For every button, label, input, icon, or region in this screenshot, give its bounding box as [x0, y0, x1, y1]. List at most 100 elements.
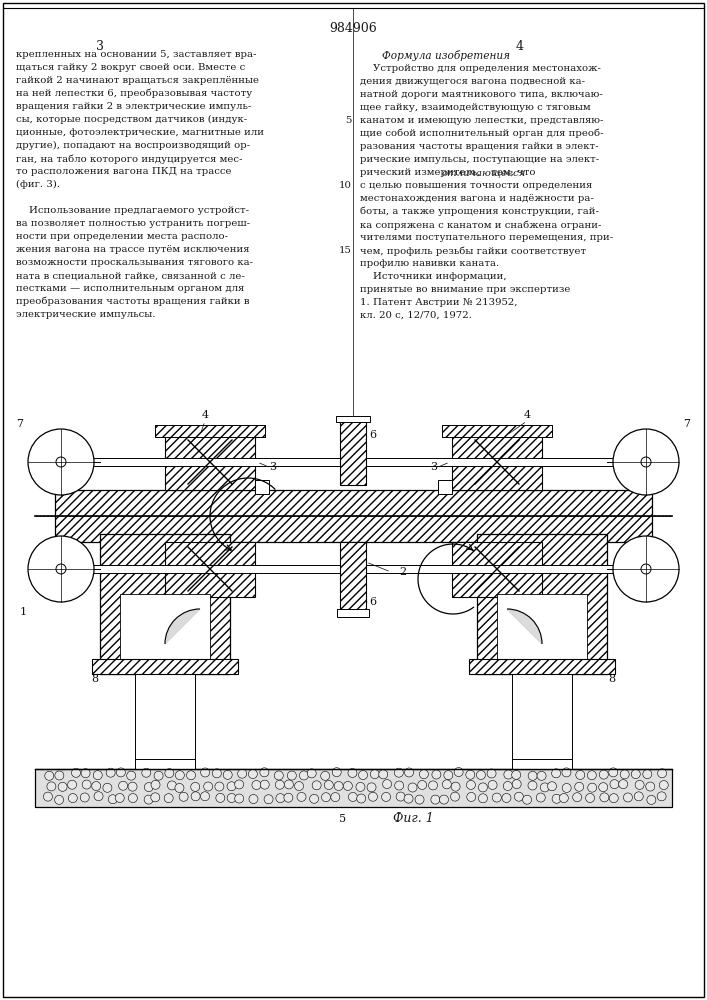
Bar — [452, 542, 542, 597]
Bar — [337, 609, 369, 617]
Text: 10: 10 — [339, 181, 352, 190]
Circle shape — [512, 780, 521, 789]
Circle shape — [370, 770, 379, 779]
Circle shape — [349, 792, 358, 801]
Text: на ней лепестки 6, преобразовывая частоту: на ней лепестки 6, преобразовывая частот… — [16, 89, 252, 99]
Circle shape — [487, 769, 496, 778]
Circle shape — [312, 781, 321, 790]
Text: (фиг. 3).: (фиг. 3). — [16, 180, 60, 189]
Circle shape — [191, 792, 200, 801]
Text: 6: 6 — [370, 597, 377, 607]
Circle shape — [432, 770, 441, 779]
Circle shape — [647, 795, 656, 804]
Circle shape — [609, 794, 619, 803]
Circle shape — [55, 771, 64, 780]
Circle shape — [175, 771, 185, 780]
Circle shape — [249, 795, 258, 804]
Text: боты, а также упрощения конструкции, гай-: боты, а также упрощения конструкции, гай… — [360, 207, 599, 217]
Text: 8: 8 — [609, 674, 616, 684]
Text: 6: 6 — [370, 430, 377, 440]
Text: гайкой 2 начинают вращаться закреплённые: гайкой 2 начинают вращаться закреплённые — [16, 76, 259, 85]
Circle shape — [179, 792, 188, 801]
Polygon shape — [165, 609, 200, 644]
Text: дения движущегося вагона подвесной ка-: дения движущегося вагона подвесной ка- — [360, 77, 585, 86]
Circle shape — [28, 429, 94, 495]
Circle shape — [94, 792, 103, 801]
Circle shape — [151, 780, 160, 789]
Circle shape — [600, 770, 608, 779]
Circle shape — [479, 794, 487, 803]
Circle shape — [408, 783, 417, 792]
Circle shape — [467, 792, 476, 801]
Circle shape — [450, 792, 460, 801]
Text: 5: 5 — [339, 814, 346, 824]
Circle shape — [235, 794, 244, 803]
Text: Источники информации,: Источники информации, — [360, 272, 507, 281]
Bar — [452, 435, 542, 490]
Circle shape — [331, 793, 340, 802]
Text: пестками — исполнительным органом для: пестками — исполнительным органом для — [16, 284, 244, 293]
Bar — [438, 480, 452, 494]
Circle shape — [609, 768, 618, 777]
Circle shape — [168, 781, 177, 790]
Circle shape — [645, 782, 655, 791]
Circle shape — [128, 782, 137, 791]
Bar — [442, 425, 552, 437]
Circle shape — [175, 783, 184, 792]
Circle shape — [287, 771, 296, 780]
Circle shape — [187, 771, 196, 780]
Circle shape — [368, 792, 378, 801]
Circle shape — [227, 793, 236, 802]
Text: 7: 7 — [16, 419, 23, 429]
Circle shape — [631, 770, 641, 779]
Circle shape — [81, 793, 89, 802]
Circle shape — [379, 770, 387, 779]
Circle shape — [344, 781, 352, 790]
Circle shape — [643, 770, 652, 779]
Circle shape — [212, 769, 221, 778]
Circle shape — [165, 769, 174, 778]
Circle shape — [540, 783, 549, 792]
Circle shape — [559, 794, 568, 803]
Circle shape — [260, 768, 269, 777]
Bar — [165, 435, 255, 490]
Circle shape — [216, 793, 225, 802]
Circle shape — [299, 771, 308, 780]
Circle shape — [562, 783, 571, 792]
Text: натной дороги маятникового типа, включаю-: натной дороги маятникового типа, включаю… — [360, 90, 603, 99]
Bar — [442, 425, 552, 437]
Circle shape — [404, 794, 413, 803]
Circle shape — [274, 771, 284, 780]
Circle shape — [127, 771, 136, 780]
Text: 984906: 984906 — [329, 22, 377, 35]
Text: 1. Патент Австрии № 213952,: 1. Патент Австрии № 213952, — [360, 298, 518, 307]
Text: Фиг. 1: Фиг. 1 — [393, 812, 434, 826]
Circle shape — [142, 768, 151, 777]
Text: профилю навивки каната.: профилю навивки каната. — [360, 259, 499, 268]
Circle shape — [144, 783, 153, 792]
Circle shape — [238, 769, 247, 778]
Bar — [512, 674, 572, 769]
Circle shape — [332, 768, 341, 777]
Text: 4: 4 — [516, 40, 524, 53]
Circle shape — [418, 780, 427, 789]
Bar — [92, 659, 238, 674]
Circle shape — [45, 771, 54, 780]
Circle shape — [47, 782, 56, 791]
Circle shape — [334, 782, 343, 791]
Circle shape — [356, 782, 365, 791]
Circle shape — [81, 769, 90, 778]
Circle shape — [108, 795, 117, 804]
Circle shape — [58, 782, 67, 791]
Text: разования частоты вращения гайки в элект-: разования частоты вращения гайки в элект… — [360, 142, 599, 151]
Circle shape — [68, 780, 76, 789]
Circle shape — [82, 780, 91, 789]
Text: 3: 3 — [269, 462, 276, 472]
Circle shape — [164, 794, 173, 803]
Circle shape — [201, 768, 210, 777]
Bar — [135, 674, 195, 769]
Circle shape — [43, 792, 52, 801]
Bar — [336, 416, 370, 422]
Circle shape — [659, 781, 668, 790]
Circle shape — [56, 457, 66, 467]
